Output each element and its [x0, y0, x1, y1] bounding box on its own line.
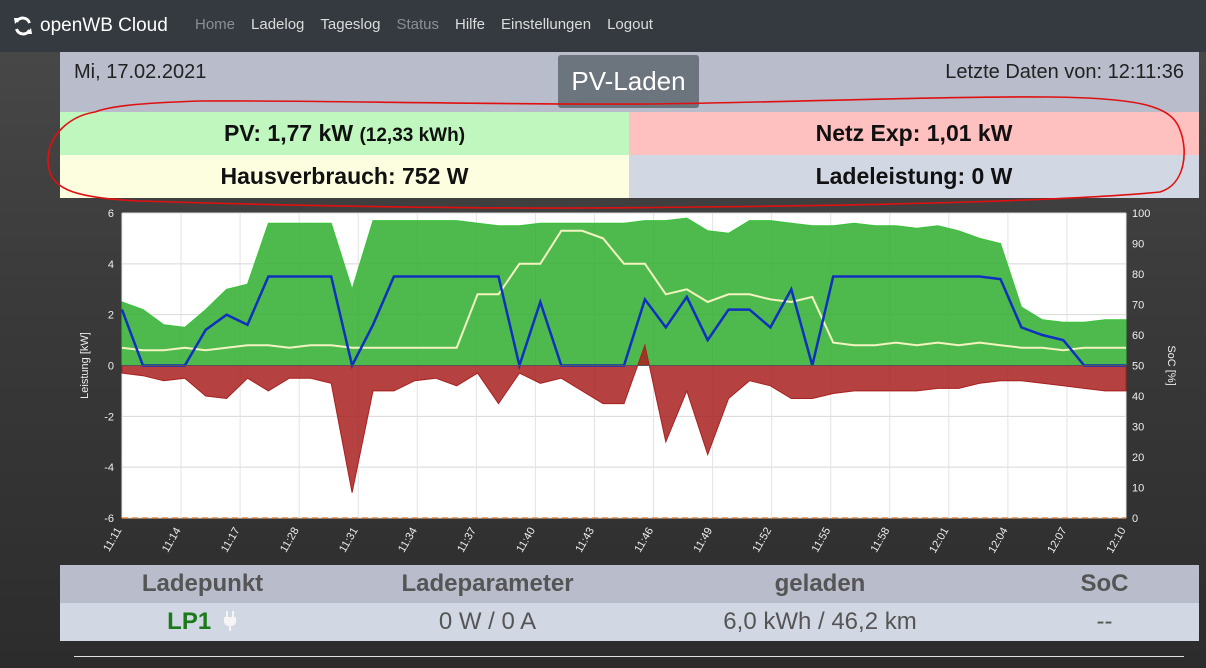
pv-power-value: PV: 1,77 kW: [223, 120, 354, 146]
y-tick-label: -4: [104, 462, 114, 474]
x-tick-label: 12:10: [1104, 526, 1128, 556]
y2-tick-label: 40: [1132, 391, 1144, 403]
grid-area: [121, 343, 1127, 493]
cell-ladepunkt[interactable]: LP1: [60, 603, 345, 641]
nav-hilfe[interactable]: Hilfe: [454, 16, 485, 33]
house-consumption: Hausverbrauch: 752 W: [60, 155, 629, 198]
y2-tick-label: 50: [1132, 361, 1144, 373]
y-tick-label: -6: [104, 513, 114, 525]
x-tick-label: 11:40: [514, 526, 538, 555]
cell-geladen: 6,0 kWh / 46,2 km: [723, 608, 917, 635]
y2-tick-label: 70: [1132, 300, 1144, 312]
x-tick-label: 11:14: [160, 526, 184, 555]
plug-icon: [223, 611, 236, 631]
x-tick-label: 11:58: [869, 526, 893, 555]
x-tick-label: 11:55: [810, 526, 834, 555]
x-tick-label: 11:49: [691, 526, 715, 555]
pv-energy-value: (12,33 kWh): [359, 125, 466, 146]
cell-ladeparameter: 0 W / 0 A: [438, 608, 537, 635]
nav-einstellungen[interactable]: Einstellungen: [501, 16, 592, 33]
y-tick-label: 2: [108, 310, 114, 322]
y-tick-label: 6: [108, 208, 114, 220]
divider: [74, 656, 1184, 657]
current-date: Mi, 17.02.2021: [74, 61, 207, 83]
x-tick-label: 12:07: [1045, 526, 1069, 556]
brand-label: openWB Cloud: [40, 15, 168, 36]
y2-tick-label: 10: [1132, 483, 1144, 495]
brand-link[interactable]: openWB Cloud: [12, 12, 168, 40]
pv-power: PV: 1,77 kW (12,33 kWh): [60, 112, 629, 155]
y-axis-label: Leistung [kW]: [79, 332, 91, 399]
navbar: openWB Cloud Home Ladelog Tageslog Statu…: [0, 0, 1206, 52]
power-chart: 6 4 2 0 -2 -4 -6 100 90 80 70 60 50 40 30 20 10 0 11:11 11:…: [60, 198, 1199, 560]
y2-tick-label: 100: [1132, 208, 1150, 220]
y2-tick-label: 60: [1132, 330, 1144, 342]
x-tick-label: 11:43: [573, 526, 597, 555]
col-geladen: geladen: [774, 570, 866, 597]
x-tick-label: 11:11: [101, 526, 124, 554]
y2-tick-label: 0: [1132, 513, 1138, 525]
x-tick-label: 11:34: [396, 526, 420, 555]
x-tick-label: 12:04: [986, 526, 1010, 556]
col-ladeparameter: Ladeparameter: [401, 570, 574, 597]
y-tick-label: 0: [108, 361, 114, 373]
nav-tageslog[interactable]: Tageslog: [320, 16, 381, 33]
col-ladepunkt: Ladepunkt: [141, 570, 264, 597]
y2-tick-label: 30: [1132, 422, 1144, 434]
table-row[interactable]: LP1 0 W / 0 A 6,0 kWh / 46,2 km --: [60, 603, 1199, 641]
col-soc: SoC: [1080, 570, 1129, 597]
power-stats: PV: 1,77 kW (12,33 kWh) Netz Exp: 1,01 k…: [60, 112, 1199, 198]
nav-status[interactable]: Status: [396, 16, 439, 33]
y-tick-label: -2: [104, 411, 114, 423]
table-header: Ladepunkt Ladeparameter geladen SoC: [60, 565, 1199, 603]
y2-tick-label: 20: [1132, 452, 1144, 464]
house-line: [121, 229, 1126, 352]
y-tick-label: 4: [108, 259, 114, 271]
pv-area: [121, 217, 1127, 366]
x-tick-label: 11:31: [337, 526, 361, 555]
nav-logout[interactable]: Logout: [607, 16, 653, 33]
last-data-time: Letzte Daten von: 12:11:36: [945, 61, 1184, 83]
x-tick-label: 11:28: [278, 526, 302, 555]
x-tick-label: 11:46: [632, 526, 656, 555]
grid-power: Netz Exp: 1,01 kW: [629, 112, 1199, 155]
charge-mode-button[interactable]: PV-Laden: [558, 55, 699, 108]
nav-ladelog[interactable]: Ladelog: [251, 16, 305, 33]
y2-axis-label: SoC [%]: [1165, 345, 1177, 385]
x-tick-label: 11:37: [455, 526, 479, 555]
x-tick-label: 11:17: [219, 526, 243, 555]
y2-tick-label: 80: [1132, 269, 1144, 281]
header-bar: Mi, 17.02.2021 PV-Laden Letzte Daten von…: [60, 52, 1199, 112]
x-tick-label: 11:52: [750, 526, 774, 555]
y2-tick-label: 90: [1132, 239, 1144, 251]
ladepunkt-name: LP1: [167, 608, 212, 635]
x-tick-label: 12:01: [927, 526, 951, 556]
refresh-icon: [14, 16, 32, 36]
nav-home[interactable]: Home: [195, 16, 236, 33]
cell-soc: --: [1096, 608, 1113, 635]
charging-power: Ladeleistung: 0 W: [629, 155, 1199, 198]
